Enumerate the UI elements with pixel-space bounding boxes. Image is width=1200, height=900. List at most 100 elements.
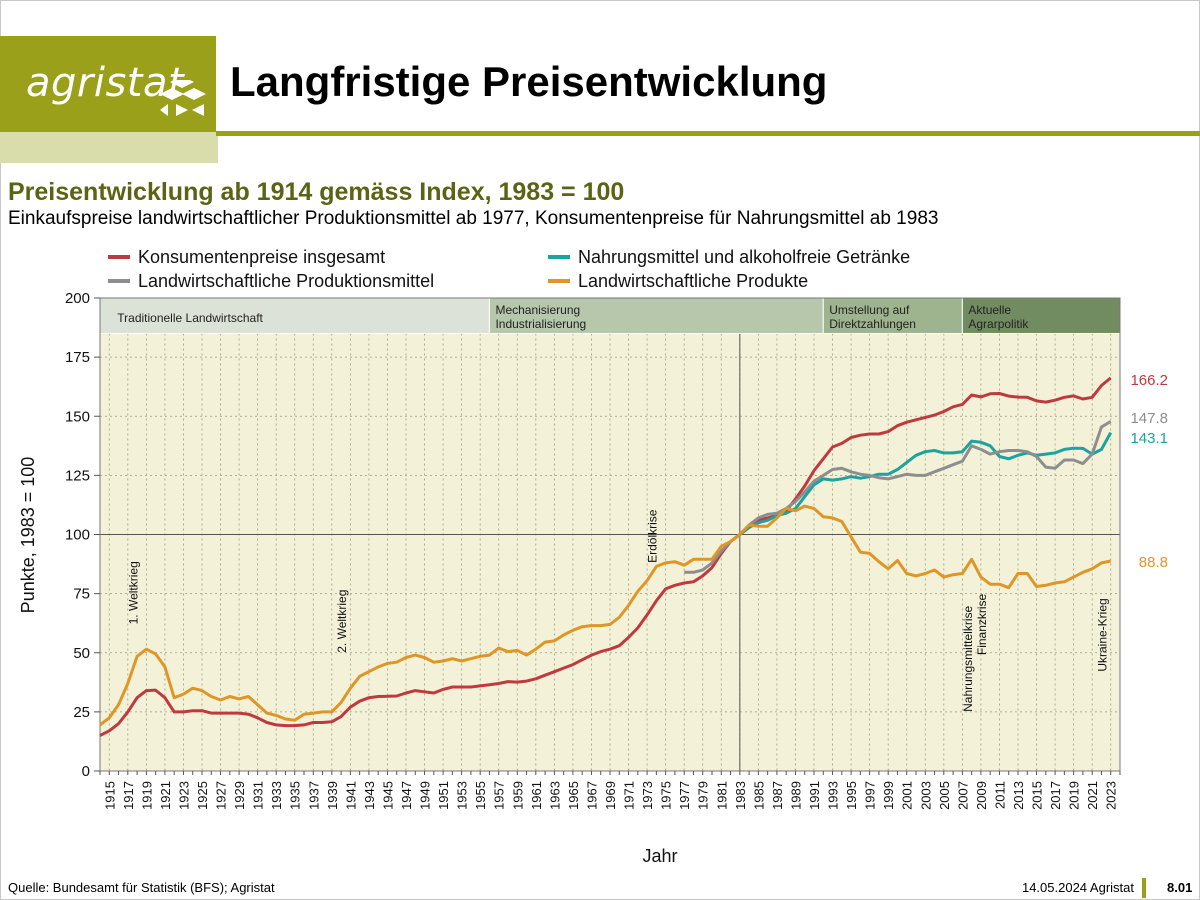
x-tick-label: 1951 [436,781,451,810]
series-line [738,431,1113,536]
legend-label: Konsumentenpreise insgesamt [138,247,385,267]
event-label: Nahrungsmittelkrise [961,606,975,712]
period-label: Aktuelle Agrarpolitik [968,303,1029,331]
x-tick-label: 1949 [418,781,433,810]
x-tick-label: 2009 [974,781,989,810]
x-tick-label: 2007 [955,781,970,810]
x-tick-label: 1987 [770,781,785,810]
y-tick-label: 25 [73,704,90,721]
x-tick-label: 2023 [1104,781,1119,810]
x-tick-label: 1945 [380,781,395,810]
x-tick-label: 1961 [529,781,544,810]
x-tick-label: 1935 [288,781,303,810]
x-tick-label: 1957 [492,781,507,810]
logo-underline [0,132,218,163]
x-tick-label: 1985 [751,781,766,810]
x-tick-label: 1953 [455,781,470,810]
x-tick-label: 1991 [807,781,822,810]
series-line [684,420,1112,574]
x-tick-label: 1915 [102,781,117,810]
x-tick-label: 1999 [881,781,896,810]
x-tick-label: 1955 [473,781,488,810]
x-tick-label: 1919 [139,781,154,810]
y-tick-label: 150 [65,408,90,425]
x-tick-label: 1939 [325,781,340,810]
page-number: 8.01 [1167,880,1193,895]
y-tick-label: 125 [65,467,90,484]
x-tick-label: 1997 [863,781,878,810]
x-tick-label: 1929 [232,781,247,810]
series-line [99,376,1112,737]
legend-label: Landwirtschaftliche Produkte [578,271,808,291]
x-tick-label: 1925 [195,781,210,810]
x-tick-label: 1995 [844,781,859,810]
x-tick-label: 2005 [937,781,952,810]
x-tick-label: 1959 [510,781,525,810]
x-tick-label: 1967 [584,781,599,810]
y-axis-title: Punkte, 1983 = 100 [18,457,38,614]
series-line [99,504,1112,727]
period-band [961,297,1121,334]
y-tick-label: 50 [73,645,90,662]
x-tick-label: 1975 [659,781,674,810]
x-tick-label: 1947 [399,781,414,810]
x-tick-label: 2011 [992,781,1007,809]
footer-accent-bar [1142,878,1146,898]
period-label: Traditionelle Landwirtschaft [117,311,263,325]
y-tick-label: 75 [73,586,90,603]
x-tick-label: 1933 [269,781,284,810]
title-rule [216,131,1200,136]
legend-label: Nahrungsmittel und alkoholfreie Getränke [578,247,910,267]
x-tick-label: 1941 [343,781,358,810]
x-tick-label: 2001 [900,781,915,810]
x-tick-label: 1973 [640,781,655,810]
y-tick-label: 175 [65,349,90,366]
chart-subtitle: Einkaufspreise landwirtschaftlicher Prod… [8,208,939,229]
period-label: Mechanisierung Industrialisierung [495,303,586,331]
y-tick-label: 100 [65,527,90,544]
period-label: Umstellung auf Direktzahlungen [829,303,916,331]
x-tick-label: 2003 [918,781,933,810]
x-tick-label: 1989 [788,781,803,810]
footer-date: 14.05.2024 Agristat [1021,880,1134,895]
agristat-logo-text: agristat [26,60,185,106]
plot-area [100,333,1120,771]
event-label: 2. Weltkrieg [335,590,349,653]
event-label: Finanzkrise [975,593,989,655]
series-end-label: 88.8 [1139,554,1168,571]
page-title: Langfristige Preisentwicklung [230,58,828,105]
x-tick-label: 1943 [362,781,377,810]
x-tick-label: 1977 [677,781,692,810]
series-end-label: 143.1 [1130,430,1168,447]
x-tick-label: 1969 [603,781,618,810]
x-tick-label: 2019 [1067,781,1082,810]
x-tick-label: 1927 [214,781,229,810]
x-tick-label: 1965 [566,781,581,810]
x-tick-label: 1917 [121,781,136,810]
y-tick-label: 200 [65,290,90,307]
x-tick-label: 1993 [826,781,841,810]
series-end-label: 147.8 [1130,410,1168,427]
x-tick-label: 1983 [733,781,748,810]
period-band [99,297,490,334]
x-tick-label: 1931 [251,781,266,810]
x-tick-label: 1979 [696,781,711,810]
y-tick-label: 0 [82,763,90,780]
event-label: Erdölkrise [646,509,660,563]
agristat-logo-icon [160,80,206,116]
chart-title: Preisentwicklung ab 1914 gemäss Index, 1… [8,178,625,206]
x-tick-label: 1921 [158,781,173,810]
legend-label: Landwirtschaftliche Produktionsmittel [138,271,434,291]
x-tick-label: 1937 [306,781,321,810]
period-band [822,297,963,334]
x-tick-label: 2021 [1085,781,1100,810]
x-tick-label: 1963 [547,781,562,810]
event-label: 1. Weltkrieg [126,561,140,624]
source-note: Quelle: Bundesamt für Statistik (BFS); A… [8,880,275,895]
x-tick-label: 2013 [1011,781,1026,810]
x-tick-label: 2015 [1030,781,1045,810]
x-tick-label: 2017 [1048,781,1063,810]
x-tick-label: 1971 [622,781,637,810]
series-end-label: 166.2 [1130,372,1168,389]
